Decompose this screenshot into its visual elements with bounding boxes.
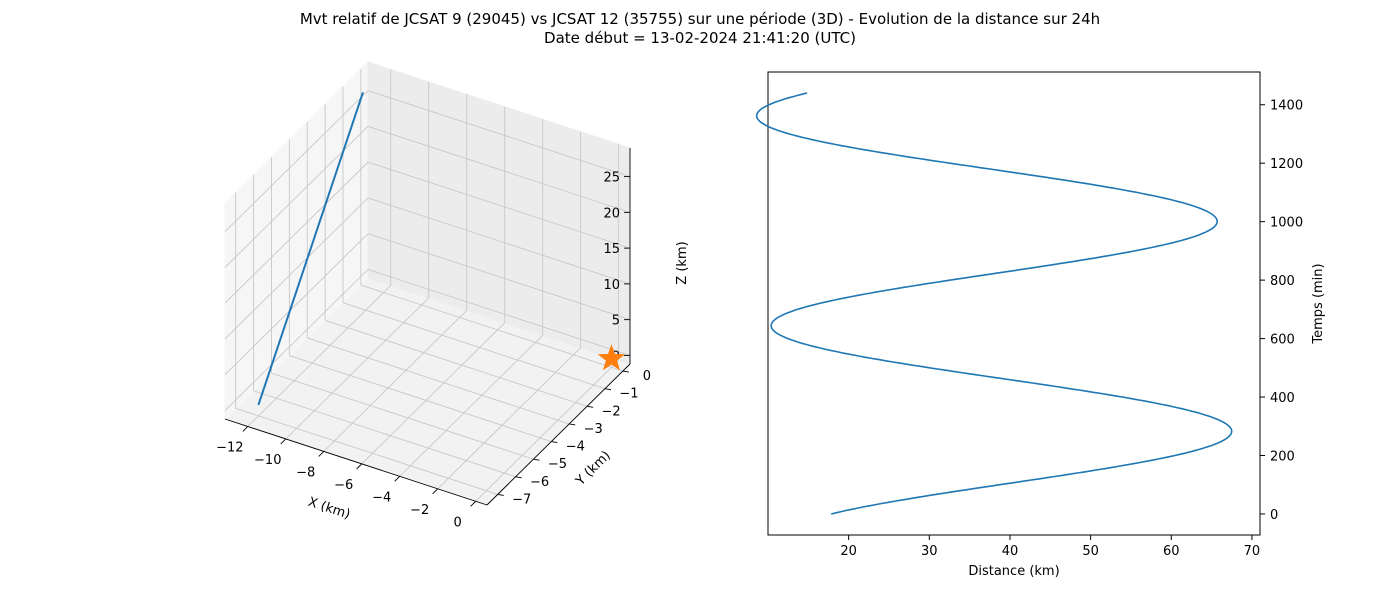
x-tick-label: 30: [921, 544, 938, 559]
y-tick: [533, 458, 540, 461]
gridline-y-floor: [324, 319, 588, 407]
gridline-z-back: [367, 125, 631, 213]
x-tick: [242, 426, 249, 432]
gridline-x-floor: [437, 347, 581, 490]
y-tick-label: 800: [1270, 274, 1295, 289]
gridline-x-floor: [323, 310, 468, 452]
x-tick-label: 60: [1163, 544, 1180, 559]
x-tick-label: −2: [410, 503, 429, 518]
y-tick-label: −6: [530, 475, 549, 490]
y-axis-line: [486, 363, 631, 506]
y-tick-label: −4: [566, 440, 585, 455]
y-tick: [569, 423, 576, 426]
gridline-z-back: [367, 161, 631, 249]
x-tick-label: −4: [372, 490, 391, 505]
gridline-y-floor: [253, 390, 516, 478]
gridline-x-floor: [475, 359, 619, 502]
y-tick-label: 1200: [1270, 157, 1303, 172]
gridline-x-floor: [399, 335, 543, 477]
gridline-y-floor: [289, 355, 552, 442]
x-tick: [432, 488, 438, 495]
gridline-z-left: [224, 269, 369, 411]
y-tick-label: −2: [602, 404, 621, 419]
x-tick-label: −8: [296, 465, 315, 480]
x-axis-line: [224, 418, 488, 506]
z-tick-label: 20: [603, 206, 620, 221]
gridline-z-back: [367, 90, 631, 178]
chart-subtitle: Date début = 13-02-2024 21:41:20 (UTC): [544, 29, 856, 47]
gridline-y-floor: [360, 284, 623, 372]
y-tick-label: 1000: [1270, 216, 1303, 231]
chart-title-block: Mvt relatif de JCSAT 9 (29045) vs JCSAT …: [0, 10, 1400, 48]
y-tick-label: 200: [1270, 449, 1295, 464]
z-tick-label: 25: [603, 171, 620, 186]
x-axis-label: Distance (km): [968, 564, 1059, 579]
x-tick-label: 70: [1244, 544, 1261, 559]
y-tick: [497, 493, 504, 496]
z-axis-label: Z (km): [675, 241, 690, 284]
y-tick: [604, 388, 612, 391]
y-tick: [587, 405, 594, 408]
x-axis-label: X (km): [306, 495, 352, 523]
trajectory-line: [257, 91, 364, 406]
gridline-x-floor: [247, 285, 392, 427]
y-axis-label: Temps (min): [1311, 263, 1326, 344]
chart-3d-trajectory: −12−10−8−6−4−200−1−2−3−4−5−6−70510152025…: [216, 60, 690, 530]
gridline-z-left: [224, 161, 369, 304]
gridline-y-floor: [307, 337, 570, 425]
y-tick-label: −7: [512, 492, 531, 507]
gridline-x-floor: [285, 297, 430, 440]
gridline-z-left: [224, 197, 369, 340]
x-tick: [470, 500, 476, 507]
y-tick: [515, 476, 522, 479]
x-tick-label: −12: [216, 440, 243, 455]
gridline-z-left: [224, 233, 369, 375]
y-tick-label: 0: [643, 369, 651, 384]
x-tick: [318, 451, 325, 457]
origin-star-marker: [597, 344, 626, 371]
y-tick-label: −1: [619, 387, 638, 402]
z-tick-label: 15: [603, 242, 620, 257]
x-tick: [394, 476, 400, 482]
x-tick-label: 0: [453, 515, 461, 530]
plot-frame: [767, 71, 1261, 536]
y-tick: [622, 370, 629, 373]
x-tick-label: 40: [1002, 544, 1019, 559]
chart-title: Mvt relatif de JCSAT 9 (29045) vs JCSAT …: [299, 10, 1101, 28]
gridline-y-floor: [271, 372, 534, 460]
y-tick-label: −3: [584, 422, 603, 437]
gridline-z-back: [367, 233, 631, 321]
z-tick-label: 10: [603, 278, 620, 293]
gridline-y-floor: [235, 407, 498, 495]
x-tick-label: −10: [254, 453, 281, 468]
x-tick: [356, 463, 363, 470]
y-tick-label: −5: [548, 457, 567, 472]
y-tick-label: 400: [1270, 391, 1295, 406]
y-tick: [551, 441, 558, 443]
y-tick-label: 0: [1270, 508, 1278, 523]
y-tick-label: 600: [1270, 333, 1295, 348]
distance-line: [755, 92, 1233, 515]
x-tick-label: 20: [840, 544, 857, 559]
x-tick-label: −6: [334, 478, 353, 493]
gridline-z-left: [224, 90, 369, 232]
y-tick-label: 1400: [1270, 99, 1303, 114]
gridline-z-back: [367, 268, 631, 356]
x-tick: [280, 438, 287, 445]
gridline-z-back: [367, 197, 631, 285]
x-tick-label: 50: [1082, 544, 1099, 559]
gridline-x-floor: [361, 322, 506, 465]
z-tick-label: 5: [612, 314, 620, 329]
gridline-y-floor: [342, 302, 606, 390]
